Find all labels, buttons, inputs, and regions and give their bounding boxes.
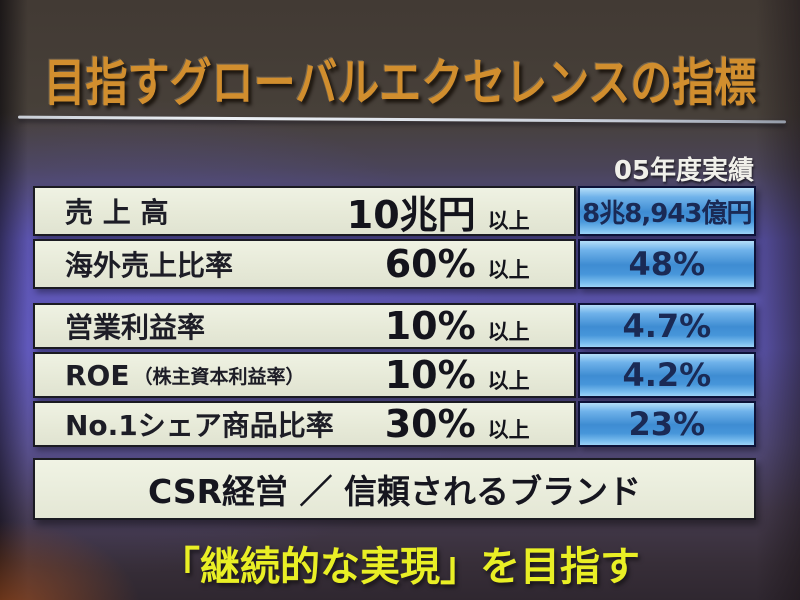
metric-label: 海外売上比率 xyxy=(65,249,234,282)
targets-table-sales: 売 上 高 10兆円 以上 8兆8,943億円 海外売上比率 60% 以上 xyxy=(33,186,756,292)
target-group: 10兆円 以上 xyxy=(347,184,574,239)
metric-label: No.1シェア商品比率 xyxy=(65,409,334,442)
target-value: 10% xyxy=(384,353,476,397)
target-group: 10% 以上 xyxy=(385,353,574,397)
actual-value: 23% xyxy=(628,405,706,443)
metric-label: 売 上 高 xyxy=(65,196,169,229)
target-value: 30% xyxy=(384,402,476,446)
target-suffix: 以上 xyxy=(487,418,530,442)
table-row: ROE （株主資本利益率） 10% 以上 4.2% xyxy=(33,352,756,398)
csr-banner-text: CSR経営 ／ 信頼されるブランド xyxy=(148,472,641,511)
target-suffix: 以上 xyxy=(487,208,530,233)
target-suffix: 以上 xyxy=(487,320,530,344)
targets-table-profit: 営業利益率 10% 以上 4.7% ROE （株主資本利益率） 10% 以上 xyxy=(33,303,756,450)
target-value: 60% xyxy=(384,242,476,286)
metric-cell: 営業利益率 10% 以上 xyxy=(33,303,576,349)
footer-slogan: 「継続的な実現」を目指す xyxy=(160,544,640,590)
metric-cell: 売 上 高 10兆円 以上 xyxy=(33,184,576,239)
actual-cell: 4.2% xyxy=(577,352,756,398)
table-row: 営業利益率 10% 以上 4.7% xyxy=(33,303,756,349)
actual-cell: 8兆8,943億円 xyxy=(577,186,756,236)
target-group: 30% 以上 xyxy=(385,402,574,446)
actual-value: 8兆8,943億円 xyxy=(582,198,752,229)
metric-label: 営業利益率 xyxy=(65,311,206,344)
table-row: 売 上 高 10兆円 以上 8兆8,943億円 xyxy=(33,184,756,239)
title-underline xyxy=(17,115,787,124)
table-row: 海外売上比率 60% 以上 48% xyxy=(33,239,756,289)
metric-note: （株主資本利益率） xyxy=(133,365,305,388)
actual-cell: 48% xyxy=(577,239,756,289)
actual-value: 4.2% xyxy=(622,356,712,394)
target-value: 10% xyxy=(384,304,476,348)
target-suffix: 以上 xyxy=(487,258,530,282)
actual-value: 4.7% xyxy=(622,307,712,345)
slide-title: 目指すグローバルエクセレンスの指標 xyxy=(43,52,757,113)
metric-cell: No.1シェア商品比率 30% 以上 xyxy=(33,401,576,447)
csr-banner: CSR経営 ／ 信頼されるブランド xyxy=(33,458,756,520)
target-suffix: 以上 xyxy=(487,369,530,393)
actual-cell: 4.7% xyxy=(577,303,756,349)
metric-label: ROE xyxy=(65,358,130,392)
actual-value: 48% xyxy=(628,245,706,283)
table-row: No.1シェア商品比率 30% 以上 23% xyxy=(33,401,756,447)
target-value: 10兆円 xyxy=(346,192,476,237)
actual-cell: 23% xyxy=(577,401,756,447)
fiscal-year-column-header: 05年度実績 xyxy=(613,156,754,186)
metric-cell: ROE （株主資本利益率） 10% 以上 xyxy=(33,352,576,398)
metric-cell: 海外売上比率 60% 以上 xyxy=(33,239,576,289)
target-group: 60% 以上 xyxy=(385,242,574,286)
target-group: 10% 以上 xyxy=(385,304,574,348)
